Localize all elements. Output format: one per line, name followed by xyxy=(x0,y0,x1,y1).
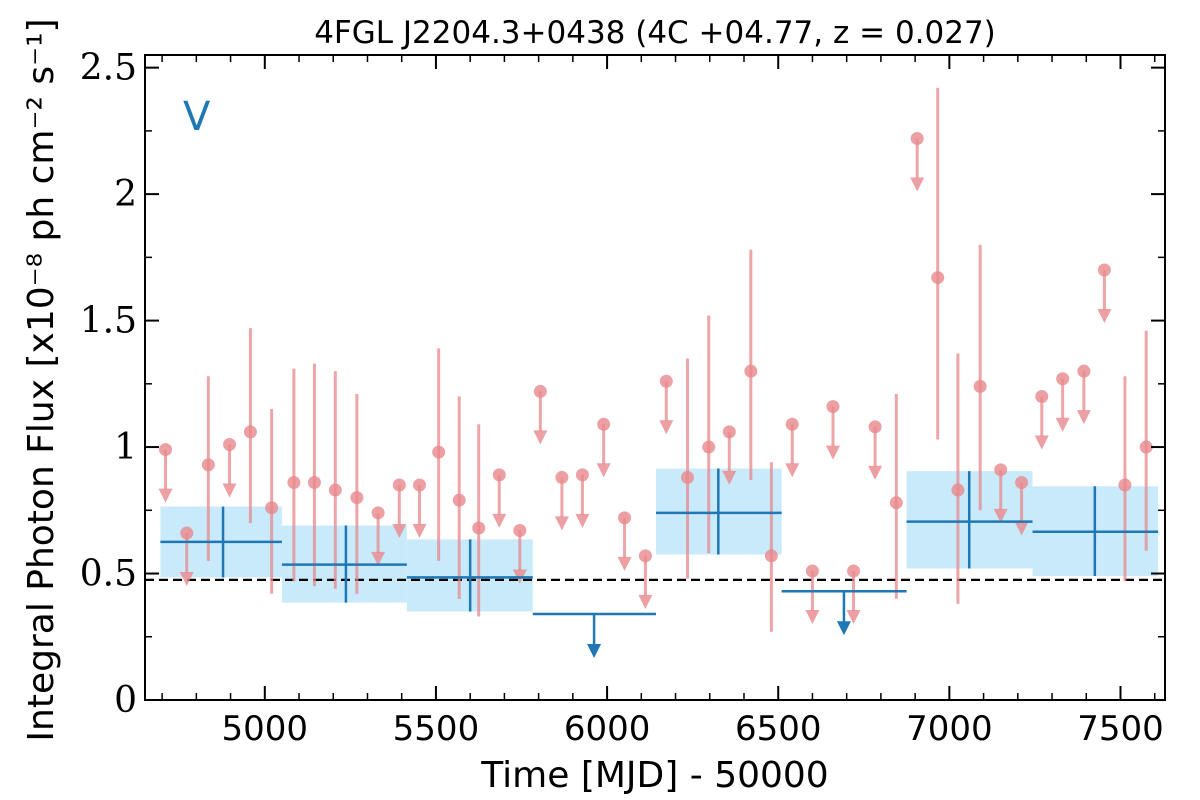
short-bin-ul-point xyxy=(492,468,506,482)
plot-area: 5000 5500 6000 6500 7000 7500 0 0.5 1 1.5 2 2.5 xyxy=(80,48,1166,749)
short-bin-point xyxy=(201,458,215,472)
short-bin-point xyxy=(472,521,486,535)
y-tick-label: 0.5 xyxy=(80,554,137,595)
x-tick-label: 7500 xyxy=(1077,709,1164,749)
short-bin-ul-point xyxy=(638,549,652,563)
short-bin-point xyxy=(452,493,466,507)
short-bin-ul-arrow xyxy=(596,463,611,478)
short-bin-ul-point xyxy=(826,400,840,414)
y-tick-label: 1 xyxy=(114,427,137,468)
short-bin-ul-arrow xyxy=(846,610,861,624)
short-bin-point xyxy=(307,475,321,489)
short-bin-point xyxy=(1139,440,1153,454)
chart-title: 4FGL J2204.3+0438 (4C +04.77, z = 0.027) xyxy=(314,15,996,51)
short-bin-ul-point xyxy=(659,374,673,388)
short-bin-ul-point xyxy=(371,506,385,520)
short-bin-point xyxy=(265,501,279,515)
short-bin-ul-arrow xyxy=(1097,309,1112,323)
short-bin-ul-point xyxy=(597,417,611,431)
short-bin-ul-point xyxy=(785,417,799,431)
short-bin-ul-arrow xyxy=(638,594,653,609)
short-bin-ul-point xyxy=(1077,364,1091,378)
short-bin-point xyxy=(764,549,778,563)
short-bin-ul-point xyxy=(223,438,237,452)
short-bin-ul-point xyxy=(575,468,589,482)
short-bin-ul-point xyxy=(868,420,882,434)
plot-frame xyxy=(144,54,1166,701)
short-bin-point xyxy=(702,440,716,454)
short-bin-ul-point xyxy=(722,425,736,439)
x-axis-label: Time [MJD] - 50000 xyxy=(480,755,828,796)
short-bin-point xyxy=(432,445,446,459)
short-bin-ul-point xyxy=(847,564,861,578)
short-bin-ul-arrow xyxy=(1034,435,1049,450)
short-bin-ul-arrow xyxy=(1076,410,1091,425)
short-bin-point xyxy=(951,483,965,497)
short-bin-point xyxy=(889,496,903,510)
short-bin-ul-point xyxy=(805,564,819,578)
short-bin-ul-point xyxy=(180,526,194,540)
short-bin-ul-arrow xyxy=(910,177,925,192)
short-bin-ul-arrow xyxy=(492,513,507,528)
short-bin-ul-arrow xyxy=(785,463,800,478)
short-bin-ul-arrow xyxy=(1014,521,1029,536)
x-tick-label: 6500 xyxy=(735,709,822,749)
short-bin-ul-point xyxy=(1056,372,1070,386)
x-tick-label: 6000 xyxy=(564,709,651,749)
long-bin-ul-arrow xyxy=(836,621,851,636)
short-bin-ul-point xyxy=(392,478,406,492)
short-bin-ul-point xyxy=(910,131,924,145)
short-bin-ul-point xyxy=(618,511,632,525)
short-bin-ul-arrow xyxy=(617,556,632,571)
short-bin-ul-point xyxy=(1015,475,1029,489)
short-bin-ul-arrow xyxy=(1055,417,1070,432)
short-bin-ul-point xyxy=(555,470,569,484)
short-bin-point xyxy=(243,425,257,439)
short-bin-point xyxy=(973,379,987,393)
x-tick-label: 7000 xyxy=(906,709,993,749)
y-tick-label: 2.5 xyxy=(80,48,137,89)
short-bin-ul-arrow xyxy=(554,516,569,531)
short-bin-point xyxy=(1118,478,1132,492)
short-bin-point xyxy=(287,475,301,489)
short-bin-ul-arrow xyxy=(659,420,674,435)
y-tick-label: 0 xyxy=(114,680,137,721)
short-bin-ul-point xyxy=(513,524,527,538)
short-bin-ul-point xyxy=(159,443,173,457)
short-bin-ul-point xyxy=(413,478,427,492)
short-bin-ul-point xyxy=(994,463,1008,477)
y-tick-label: 1.5 xyxy=(80,301,137,342)
short-bin-ul-arrow xyxy=(533,430,548,445)
x-tick-label: 5500 xyxy=(393,709,480,749)
short-bin-point xyxy=(681,470,695,484)
y-axis-label: Integral Photon Flux [x10⁻⁸ ph cm⁻² s⁻¹] xyxy=(21,18,62,741)
short-bin-ul-arrow xyxy=(805,610,820,624)
short-bin-ul-arrow xyxy=(575,513,590,528)
x-tick-label: 5000 xyxy=(222,709,309,749)
short-bin-point xyxy=(328,483,342,497)
short-bin-ul-arrow xyxy=(412,524,427,538)
short-bin-point xyxy=(744,364,758,378)
short-bin-ul-arrow xyxy=(993,508,1008,523)
y-tick-label: 2 xyxy=(114,174,137,215)
short-bin-ul-point xyxy=(1097,263,1111,277)
short-bin-ul-arrow xyxy=(371,551,386,566)
short-bin-ul-point xyxy=(1035,389,1049,403)
short-bin-ul-arrow xyxy=(222,483,237,498)
short-bin-ul-arrow xyxy=(868,465,883,480)
panel-label: V xyxy=(183,94,211,140)
short-bin-ul-arrow xyxy=(179,572,194,587)
short-bin-ul-arrow xyxy=(722,470,737,485)
short-bin-ul-arrow xyxy=(158,488,173,503)
short-bin-point xyxy=(350,491,364,505)
short-bin-ul-point xyxy=(533,384,547,398)
short-bin-point xyxy=(931,271,945,285)
long-bin-ul-arrow xyxy=(587,644,602,658)
short-bin-ul-arrow xyxy=(825,445,840,460)
short-bin-ul-arrow xyxy=(392,524,407,538)
